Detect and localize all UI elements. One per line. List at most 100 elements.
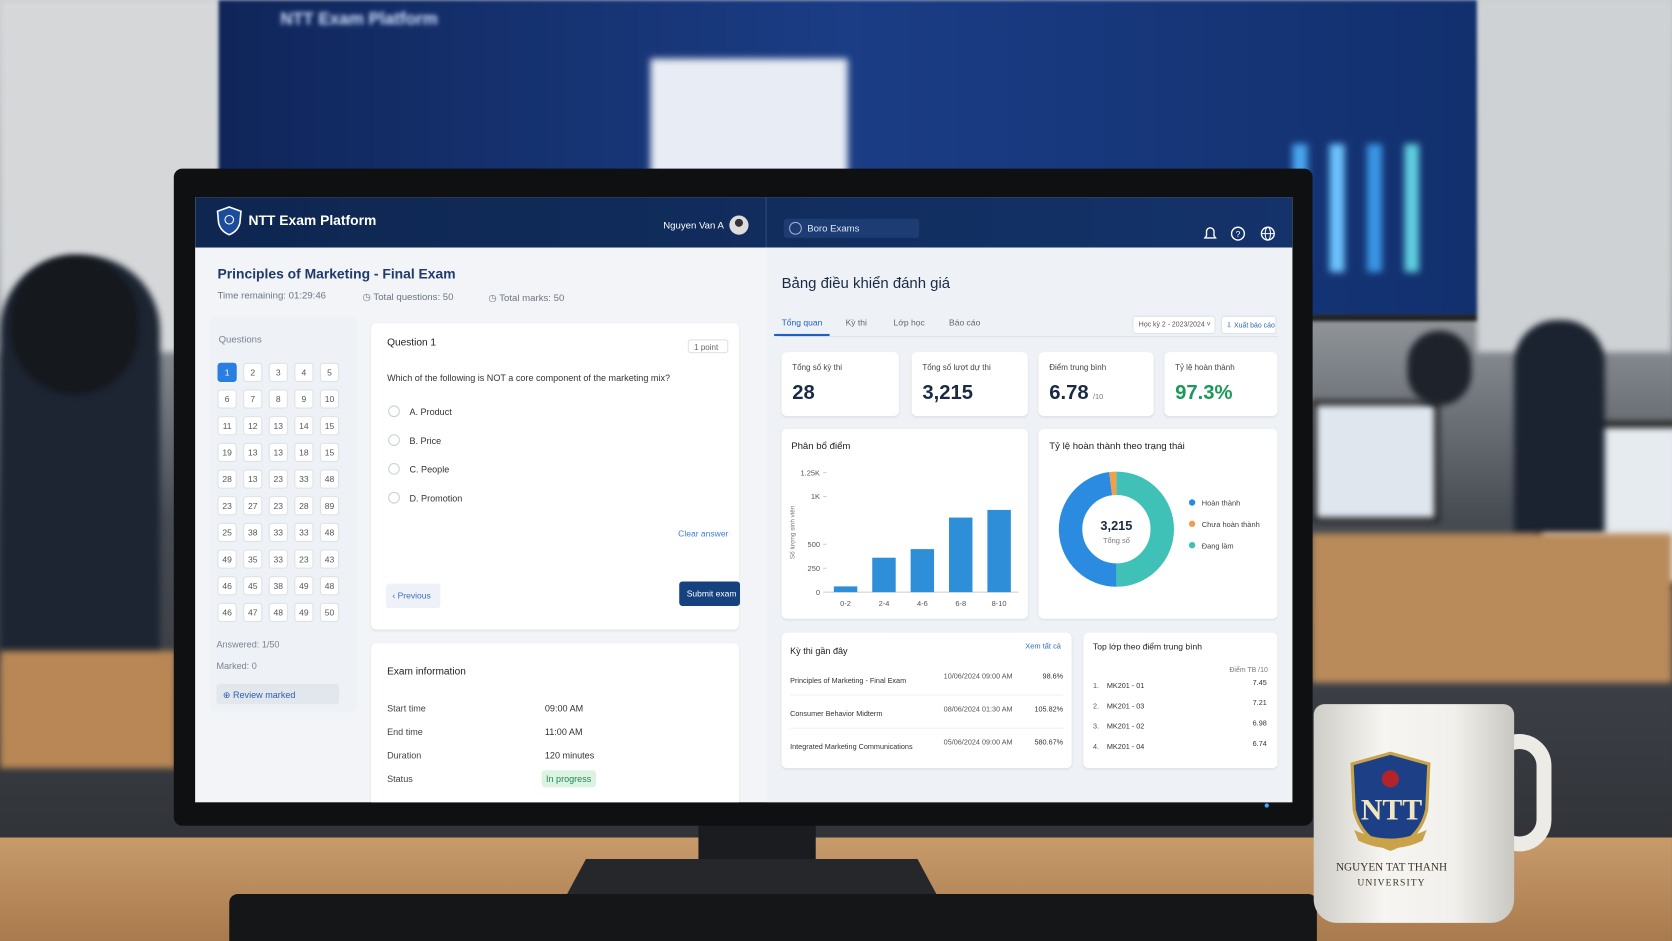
export-button[interactable]: ⇩ Xuất báo cáo [1220,315,1277,334]
kpi-label: Tỷ lệ hoàn thành [1175,362,1235,373]
class-score: 6.98 [1252,720,1267,728]
info-value: 11:00 AM [544,726,583,738]
question-cell[interactable]: 33 [294,469,314,489]
bell-icon[interactable] [1203,227,1217,239]
question-cell[interactable]: 48 [319,522,340,542]
question-cell[interactable]: 13 [243,469,263,489]
tab[interactable]: Kỳ thi [845,317,867,328]
help-icon[interactable] [1230,226,1246,241]
question-cell[interactable]: 18 [294,442,314,462]
question-cell[interactable]: 35 [243,549,263,569]
points-pill[interactable]: 1 point [687,339,729,354]
question-cell[interactable]: 13 [243,442,263,462]
tab[interactable]: Báo cáo [949,317,981,328]
question-number: 48 [273,608,284,618]
tab[interactable]: Lớp học [893,317,925,328]
exam-name[interactable]: Integrated Marketing Communications [790,743,913,752]
question-cell[interactable]: 33 [268,549,288,569]
review-marked-button[interactable]: ⊕ Review marked [216,683,340,705]
y-tick-label: 0 [816,588,820,597]
question-cell[interactable]: 38 [243,522,263,542]
clear-answer[interactable]: Clear answer [678,529,729,539]
question-cell[interactable]: 28 [294,496,314,516]
exam-name[interactable]: Principles of Marketing - Final Exam [790,677,907,685]
desk [0,650,176,769]
radio[interactable] [388,463,400,475]
exam-name[interactable]: Consumer Behavior Midterm [790,710,883,719]
value: 50 [442,291,454,302]
question-text: Which of the following is NOT a core com… [387,372,671,384]
question-cell[interactable]: 33 [268,522,288,542]
question-cell[interactable]: 38 [268,576,288,596]
info-label: Status [387,773,413,785]
kpi-value: 28 [792,382,815,405]
question-cell[interactable]: 10 [319,389,340,409]
question-cell[interactable]: 19 [217,442,237,462]
question-cell[interactable]: 13 [268,416,288,436]
user-name[interactable]: Nguyen Van A [663,219,724,231]
question-cell[interactable]: 50 [319,602,340,623]
question-cell[interactable]: 2 [243,362,263,382]
header-icons: ? [1203,226,1275,241]
legend-dot [1188,499,1196,506]
question-cell[interactable]: 6 [217,389,237,409]
question-number: 49 [299,608,309,618]
question-number: 33 [273,528,284,538]
question-cell[interactable]: 15 [319,416,340,436]
question-cell[interactable]: 46 [217,576,237,596]
question-cell[interactable]: 48 [319,469,340,489]
x-tick-label: 4-6 [917,599,928,608]
question-cell[interactable]: 28 [217,469,237,489]
kpi-card: Tổng số lượt dự thi 3,215 [911,352,1028,417]
radio[interactable] [388,405,400,418]
question-cell[interactable]: 23 [268,496,288,516]
question-cell[interactable]: 47 [243,602,263,623]
option[interactable]: B. Price [409,435,442,446]
question-cell[interactable]: 49 [294,576,314,596]
question-number: 19 [222,448,232,458]
question-cell[interactable]: 33 [294,522,314,542]
question-cell[interactable]: 14 [294,416,314,436]
question-cell[interactable]: 43 [319,549,340,569]
previous-button[interactable]: ‹ Previous [386,583,441,609]
question-cell[interactable]: 45 [243,576,263,596]
question-cell[interactable]: 23 [268,469,288,489]
question-cell[interactable]: 48 [268,602,288,623]
question-number: 13 [273,421,284,432]
question-cell[interactable]: 3 [268,362,288,382]
question-cell[interactable]: 48 [319,576,340,596]
option[interactable]: C. People [409,464,450,475]
question-cell[interactable]: 46 [217,602,237,623]
question-cell[interactable]: 49 [217,549,237,569]
question-cell[interactable]: 23 [217,496,237,516]
question-number: 8 [275,394,281,405]
question-cell[interactable]: 11 [217,416,237,436]
workspace-box[interactable]: Boro Exams [783,218,920,238]
question-cell[interactable]: 13 [268,442,288,462]
radio[interactable] [388,491,400,504]
bar [833,586,858,593]
question-cell[interactable]: 15 [319,442,340,462]
question-cell[interactable]: 25 [217,522,237,542]
donut-hole [1083,496,1150,563]
avatar[interactable] [729,215,749,235]
radio[interactable] [388,434,400,446]
option[interactable]: D. Promotion [409,492,463,504]
question-cell[interactable]: 89 [319,496,340,516]
submit-button[interactable]: Submit exam [679,581,741,606]
option[interactable]: A. Product [409,406,452,418]
question-cell[interactable]: 27 [243,496,263,516]
see-all[interactable]: Xem tất cả [1025,643,1061,651]
tab[interactable]: Tổng quan [774,318,830,337]
question-cell[interactable]: 7 [243,389,263,409]
label: Total marks: [499,292,551,303]
question-cell[interactable]: 1 [217,362,237,382]
question-cell[interactable]: 5 [319,362,340,382]
question-cell[interactable]: 9 [294,389,314,409]
question-cell[interactable]: 8 [268,389,288,409]
term-select[interactable]: Học kỳ 2 - 2023/2024 ˅ [1132,315,1216,334]
question-cell[interactable]: 4 [294,362,314,382]
question-cell[interactable]: 23 [294,549,314,569]
question-cell[interactable]: 49 [294,602,314,623]
question-cell[interactable]: 12 [243,416,263,436]
